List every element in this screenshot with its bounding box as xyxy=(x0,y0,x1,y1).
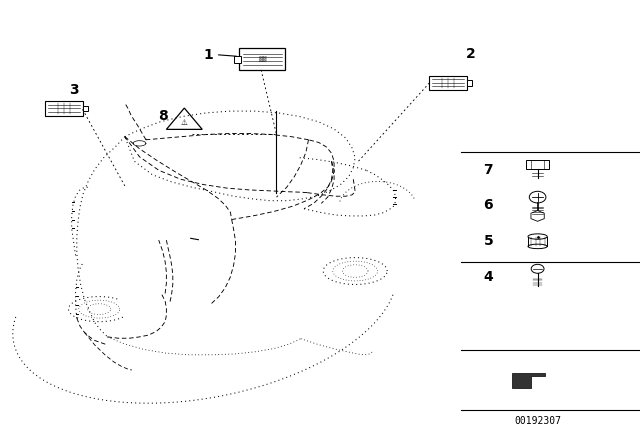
FancyBboxPatch shape xyxy=(467,80,472,86)
FancyBboxPatch shape xyxy=(45,101,83,116)
FancyBboxPatch shape xyxy=(234,56,241,63)
Text: 2: 2 xyxy=(465,47,476,61)
Text: 4: 4 xyxy=(483,270,493,284)
Text: 5: 5 xyxy=(483,234,493,248)
Text: ⚠: ⚠ xyxy=(181,118,188,127)
FancyBboxPatch shape xyxy=(239,48,285,70)
Text: 8: 8 xyxy=(158,109,168,124)
Text: ▓▓: ▓▓ xyxy=(258,56,267,62)
Text: 6: 6 xyxy=(483,198,493,212)
FancyBboxPatch shape xyxy=(526,160,549,169)
Text: 7: 7 xyxy=(483,163,493,177)
Text: 00192307: 00192307 xyxy=(514,416,561,426)
Polygon shape xyxy=(512,373,545,388)
FancyBboxPatch shape xyxy=(83,106,88,111)
FancyBboxPatch shape xyxy=(429,76,467,90)
Text: 3: 3 xyxy=(68,82,79,97)
Text: 1: 1 xyxy=(203,47,213,62)
